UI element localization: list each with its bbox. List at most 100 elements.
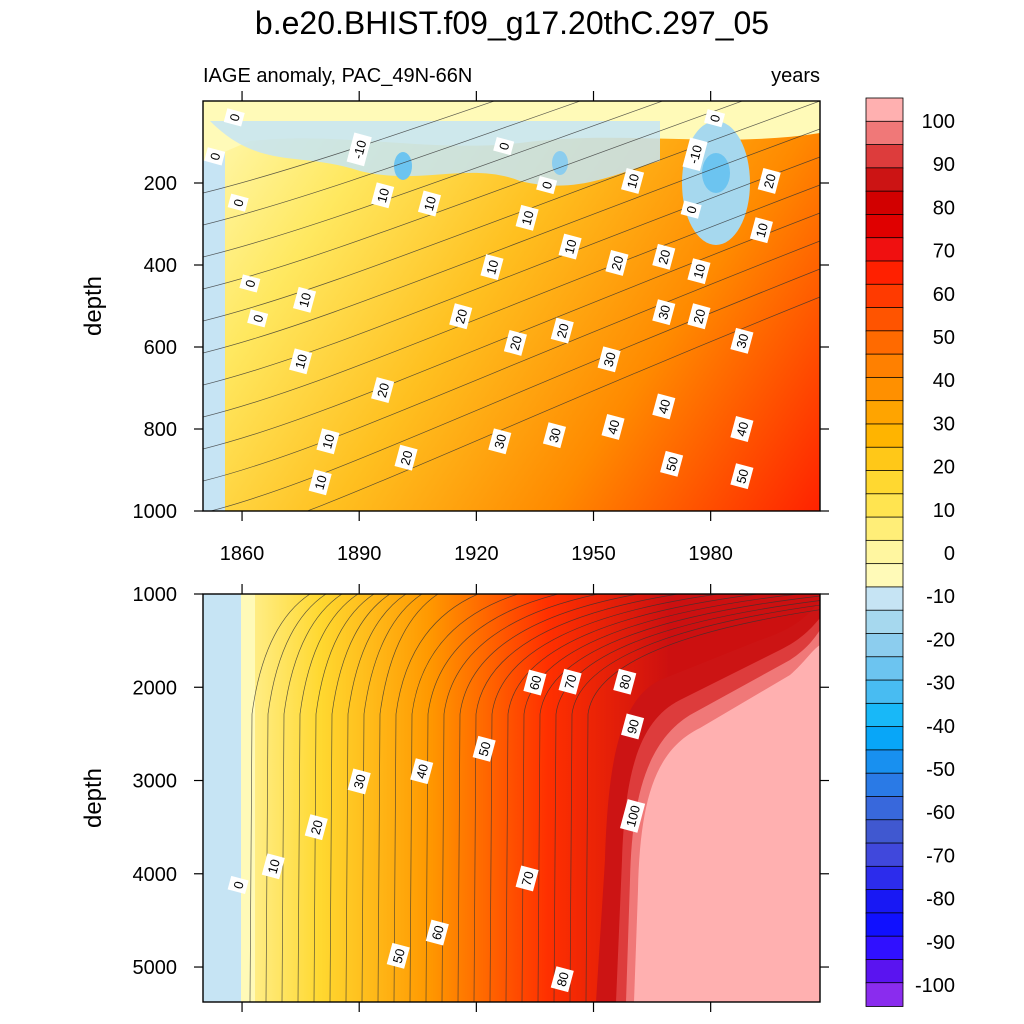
contour-label-bg bbox=[223, 108, 245, 127]
contour-label-text: 10 bbox=[319, 433, 337, 451]
contour-label-text: 10 bbox=[624, 172, 642, 190]
contour-label-text: 0 bbox=[230, 197, 246, 208]
colorbar-swatch bbox=[865, 912, 904, 938]
colorbar-label: 0 bbox=[944, 543, 955, 565]
contour-label: 40 bbox=[601, 413, 625, 440]
contour-label-bg bbox=[503, 329, 527, 356]
colorbar-swatch bbox=[865, 749, 904, 775]
contour-line bbox=[203, 128, 820, 354]
contour-label: 10 bbox=[480, 254, 504, 281]
contour-label-bg bbox=[730, 463, 754, 490]
contour-label: 0 bbox=[247, 309, 269, 328]
colorbar-swatch bbox=[865, 772, 904, 798]
negative-eddy bbox=[552, 151, 568, 175]
contour-line bbox=[537, 595, 820, 1002]
contour-label: 20 bbox=[757, 167, 781, 194]
colorbar-label: -10 bbox=[926, 586, 955, 608]
colorbar-swatch bbox=[865, 400, 904, 425]
contour-label-text: 40 bbox=[413, 762, 431, 780]
colorbar-swatch bbox=[865, 656, 904, 681]
contour-label-bg bbox=[660, 450, 684, 477]
y-tick-label: 200 bbox=[144, 173, 177, 195]
colorbar-label: 70 bbox=[933, 241, 955, 263]
contour-line bbox=[473, 594, 679, 1002]
contour-label-text: 90 bbox=[624, 718, 642, 736]
contour-line bbox=[306, 296, 820, 511]
contour-line bbox=[441, 594, 599, 1002]
contour-label: 80 bbox=[613, 668, 637, 695]
contour-label-text: 30 bbox=[546, 426, 564, 444]
contour-label-text: 10 bbox=[296, 291, 314, 309]
contour-label-text: 10 bbox=[690, 262, 708, 280]
contour-label-text: 20 bbox=[452, 307, 470, 325]
lower-ylabel: depth bbox=[80, 768, 107, 828]
contour-label-text: 10 bbox=[753, 221, 771, 239]
contour-label-text: 20 bbox=[507, 334, 525, 352]
contour-line bbox=[281, 594, 343, 1002]
contour-label: 0 bbox=[204, 147, 226, 166]
y-tick-label: 2000 bbox=[133, 677, 178, 699]
colorbar: 1009080706050403020100-10-20-30-40-50-60… bbox=[865, 97, 955, 1007]
negative-patch-surface bbox=[210, 121, 660, 186]
contour-label-text: 30 bbox=[491, 433, 509, 451]
contour-line bbox=[521, 594, 799, 1002]
contour-label: 50 bbox=[472, 735, 496, 762]
contour-label: 0 bbox=[239, 274, 261, 293]
x-tick-label: 1890 bbox=[337, 543, 382, 565]
contour-line bbox=[457, 594, 639, 1002]
colorbar-label: -70 bbox=[926, 845, 955, 867]
colorbar-label: 90 bbox=[933, 154, 955, 176]
colorbar-label: 40 bbox=[933, 370, 955, 392]
contour-label-bg bbox=[597, 346, 621, 373]
contour-label-bg bbox=[308, 469, 332, 496]
contour-label-text: 60 bbox=[526, 674, 544, 692]
contour-label-text: 20 bbox=[397, 449, 415, 467]
contour-label-bg bbox=[680, 200, 702, 219]
contour-line bbox=[203, 101, 744, 290]
contour-label-bg bbox=[605, 249, 629, 276]
contour-line bbox=[553, 600, 820, 1002]
contour-label: 90 bbox=[621, 713, 645, 740]
contour-label: 0 bbox=[227, 875, 249, 895]
colorbar-label: 50 bbox=[933, 327, 955, 349]
colorbar-label: 80 bbox=[933, 197, 955, 219]
contour-line bbox=[203, 101, 664, 258]
colorbar-label: 20 bbox=[933, 457, 955, 479]
contour-label-bg bbox=[425, 919, 449, 946]
contour-label-text: 30 bbox=[733, 332, 751, 350]
contour-label-text: -10 bbox=[686, 143, 705, 165]
contour-label: 20 bbox=[449, 303, 473, 330]
contour-label-text: 20 bbox=[690, 307, 708, 325]
contour-label-text: -10 bbox=[350, 138, 369, 160]
colorbar-swatch bbox=[865, 633, 904, 658]
contour-label: 0 bbox=[227, 193, 249, 212]
x-tick-label: 1860 bbox=[220, 543, 265, 565]
contour-label-text: 0 bbox=[227, 112, 243, 123]
colorbar-swatch bbox=[865, 819, 904, 844]
colorbar-swatch bbox=[865, 609, 904, 635]
contour-label: 80 bbox=[550, 966, 574, 993]
contour-label-text: 50 bbox=[663, 455, 681, 473]
contour-line bbox=[489, 594, 719, 1002]
colorbar-swatch bbox=[865, 865, 904, 891]
colorbar-label: -100 bbox=[915, 975, 955, 997]
contour-label: 30 bbox=[730, 327, 754, 354]
colorbar-label: -60 bbox=[926, 802, 955, 824]
contour-label-bg bbox=[204, 147, 226, 166]
contour-label: 30 bbox=[542, 422, 566, 449]
y-tick-label: 600 bbox=[144, 337, 177, 359]
contour-line bbox=[393, 594, 479, 1002]
contour-label-text: 70 bbox=[561, 673, 579, 691]
colorbar-swatch bbox=[865, 283, 904, 309]
contour-label: 100 bbox=[619, 799, 646, 833]
contour-label-text: 70 bbox=[518, 870, 536, 888]
contour-label-bg bbox=[621, 713, 645, 740]
contour-label-bg bbox=[687, 258, 711, 285]
colorbar-swatch bbox=[865, 889, 904, 914]
contour-label-text: 60 bbox=[429, 924, 447, 942]
colorbar-swatch bbox=[865, 423, 904, 449]
contour-label: 20 bbox=[371, 377, 395, 404]
contour-label-text: 40 bbox=[604, 418, 622, 436]
contour-label-bg bbox=[449, 303, 473, 330]
contour-label: 0 bbox=[536, 175, 558, 195]
